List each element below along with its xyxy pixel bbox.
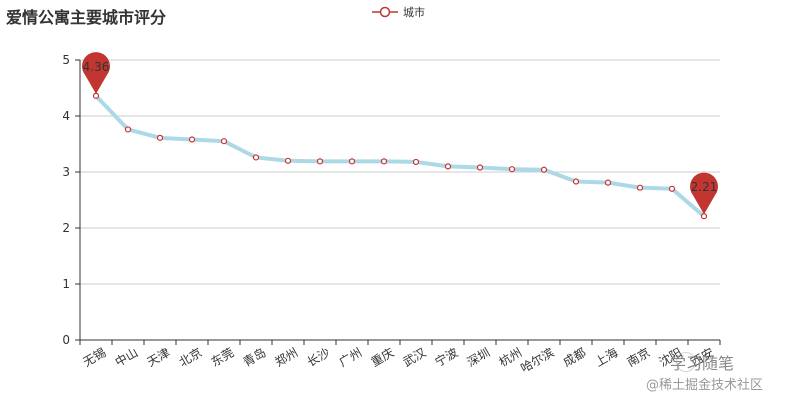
data-point: [540, 166, 548, 173]
x-tick-label: 重庆: [369, 345, 397, 369]
x-tick-label: 郑州: [272, 345, 300, 370]
data-point: [252, 154, 260, 161]
watermark-title: 学习随笔: [670, 354, 735, 373]
x-tick-label: 哈尔滨: [518, 345, 557, 376]
pin-label: 4.36: [83, 60, 110, 74]
data-point: [444, 163, 452, 170]
data-point: [508, 166, 516, 173]
data-point: [572, 178, 580, 185]
y-tick-label: 2: [62, 221, 70, 235]
watermark-logo-icon: [676, 352, 696, 372]
legend-label: 城市: [403, 6, 425, 19]
x-tick-label: 天津: [145, 345, 173, 369]
x-tick-label: 成都: [561, 345, 589, 369]
data-point: [380, 158, 388, 165]
x-tick-label: 北京: [177, 345, 205, 369]
x-tick-label: 东莞: [209, 345, 237, 369]
data-point: [604, 179, 612, 186]
y-tick-label: 1: [62, 277, 70, 291]
x-tick-label: 无锡: [80, 345, 108, 370]
x-tick-label: 长沙: [305, 345, 333, 369]
y-tick-label: 5: [62, 53, 70, 67]
data-point: [124, 126, 132, 133]
data-point: [700, 213, 708, 220]
x-tick-label: 中山: [112, 345, 140, 370]
data-point: [476, 164, 484, 171]
x-tick-label: 广州: [337, 345, 365, 369]
y-tick-label: 4: [62, 109, 70, 123]
y-tick-label: 0: [62, 333, 70, 347]
watermark: 学习随笔 @稀土掘金技术社区: [640, 348, 798, 398]
pin-label: 2.21: [691, 180, 718, 194]
x-tick-label: 武汉: [401, 345, 429, 369]
legend[interactable]: 城市: [372, 3, 425, 21]
x-tick-label: 上海: [592, 345, 620, 370]
data-point: [412, 158, 420, 166]
legend-line-marker-icon: [372, 6, 398, 18]
data-point: [220, 138, 228, 145]
data-point: [284, 157, 292, 164]
data-point: [92, 92, 100, 99]
x-tick-label: 青岛: [240, 345, 268, 370]
min-value-pin: [690, 172, 719, 215]
max-value-pin: [82, 52, 111, 94]
series-line: [94, 94, 706, 218]
x-tick-label: 宁波: [432, 345, 460, 370]
data-point: [156, 134, 164, 141]
data-point: [316, 158, 324, 165]
data-point: [188, 136, 196, 143]
data-point: [348, 158, 356, 165]
y-tick-label: 3: [62, 165, 70, 179]
data-point: [636, 184, 644, 191]
data-point: [668, 185, 676, 192]
x-tick-label: 深圳: [465, 345, 493, 369]
watermark-subtitle: @稀土掘金技术社区: [646, 378, 764, 393]
chart-title: 爱情公寓主要城市评分: [6, 8, 167, 27]
